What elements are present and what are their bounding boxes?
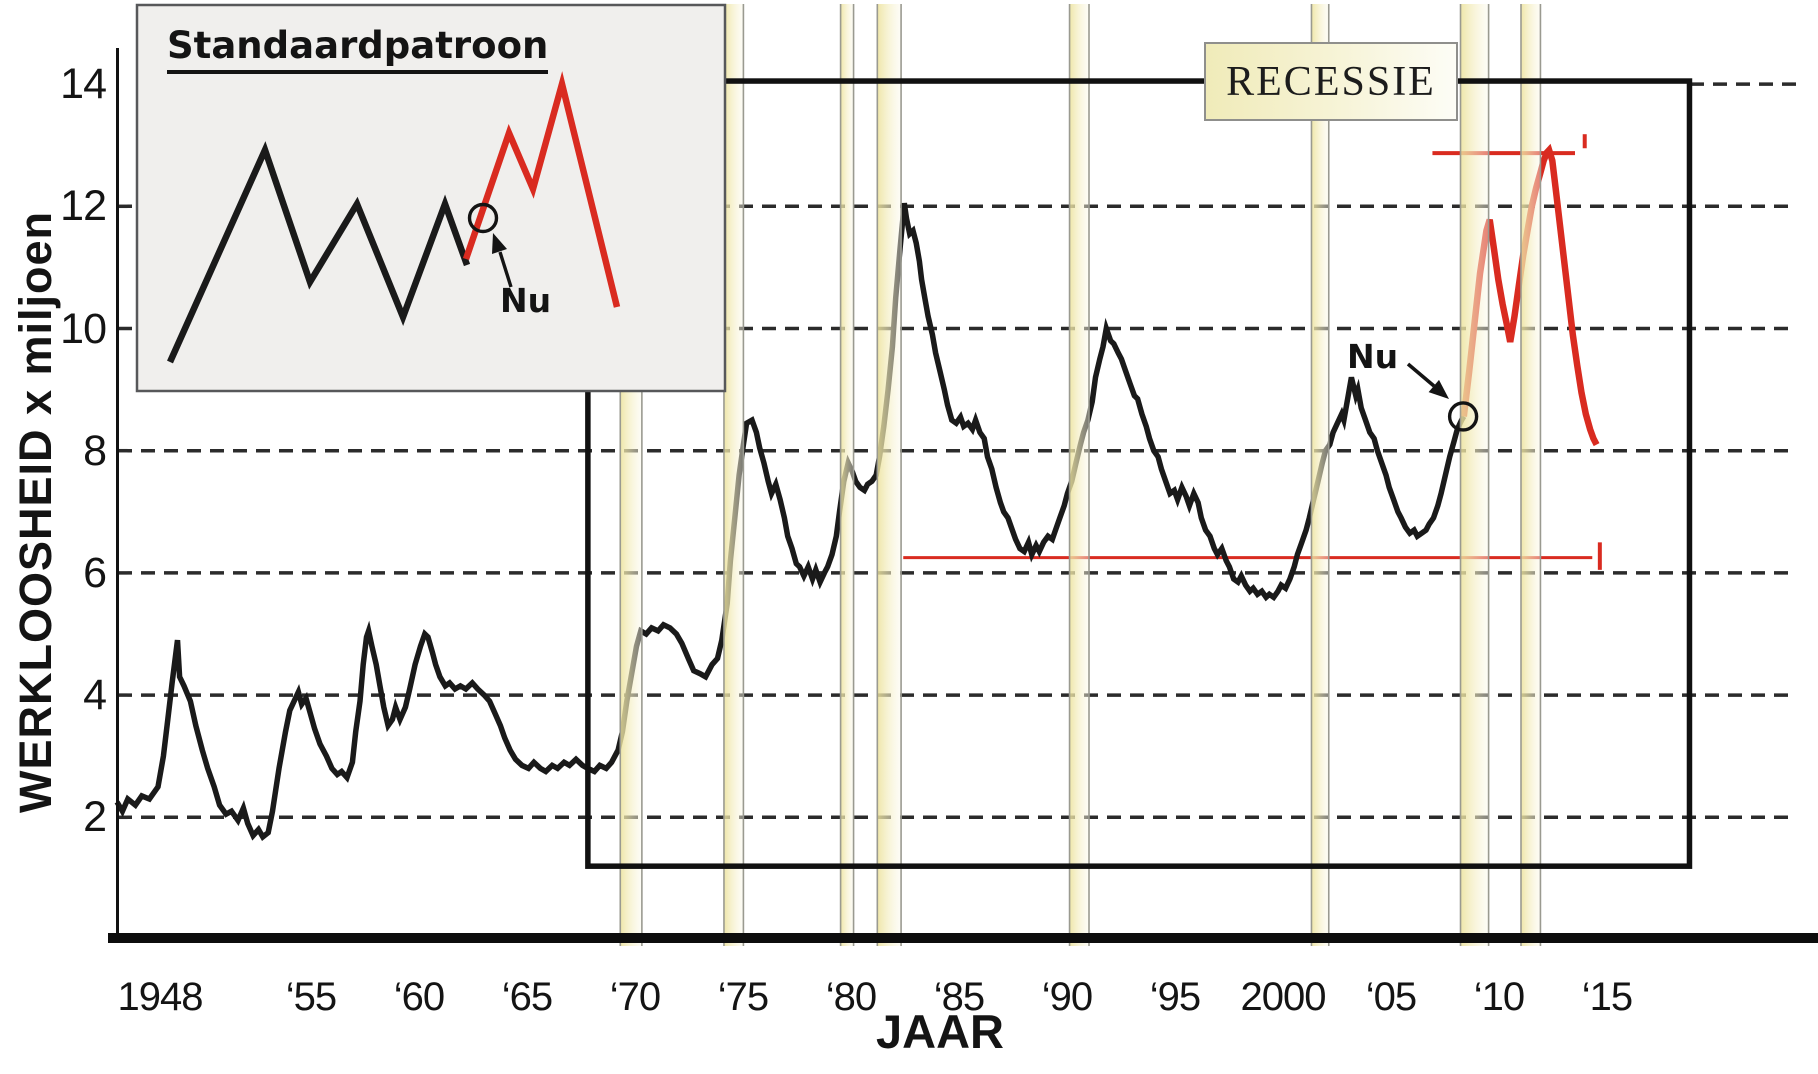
x-tick-label-1995: ‘95 [1149,975,1201,1019]
frame-rectangle [585,78,1693,869]
inset-pattern-black [167,141,471,364]
y-tick-label-14: 14 [60,60,107,108]
recession-band [877,4,902,946]
inset-now-arrowhead-icon [492,233,507,254]
x-tick-label-2000: 2000 [1240,975,1327,1019]
x-tick-label-1960: ‘60 [393,975,445,1019]
recession-band [1521,4,1541,946]
inset-now-label: Nu [500,281,552,320]
now-label: Nu [1347,337,1399,376]
recession-band [723,4,744,946]
x-tick-label-1985: ‘85 [933,975,985,1019]
x-tick-label-1955: ‘55 [285,975,337,1019]
recession-band [840,4,854,946]
y-tick-label-8: 8 [83,427,107,475]
y-tick-label-6: 6 [83,549,107,597]
now-arrowhead-icon [1428,379,1449,399]
y-tick-label-2: 2 [83,793,107,841]
x-tick-label-2005: ‘05 [1365,975,1417,1019]
recession-band [1069,4,1089,946]
x-tick-label-1970: ‘70 [609,975,661,1019]
x-axis-line [108,933,1818,943]
x-tick-label-1965: ‘65 [501,975,553,1019]
x-tick-label-1948: 1948 [117,975,204,1019]
inset-pattern-red [462,71,621,308]
inset-now-arrow [498,251,513,288]
x-tick-label-2015: ‘15 [1581,975,1633,1019]
x-tick-label-2010: ‘10 [1473,975,1525,1019]
recession-legend-badge: RECESSIE [1204,42,1458,121]
recession-legend-label: RECESSIE [1226,58,1436,105]
x-tick-label-1990: ‘90 [1041,975,1093,1019]
history-series-line [114,202,1467,842]
x-axis-title: JAAR [876,1005,1004,1058]
x-tick-label-1980: ‘80 [825,975,877,1019]
y-tick-label-12: 12 [60,182,107,230]
y-tick-label-4: 4 [83,671,107,719]
inset-title: Standaardpatroon [167,24,549,74]
inset-box [135,3,727,393]
inset-now-circle [467,202,499,234]
now-arrow [1406,362,1436,388]
x-tick-label-1975: ‘75 [717,975,769,1019]
recession-band [1311,4,1329,946]
now-circle [1447,401,1479,432]
recession-band [1460,4,1489,946]
y-tick-label-10: 10 [60,305,107,353]
